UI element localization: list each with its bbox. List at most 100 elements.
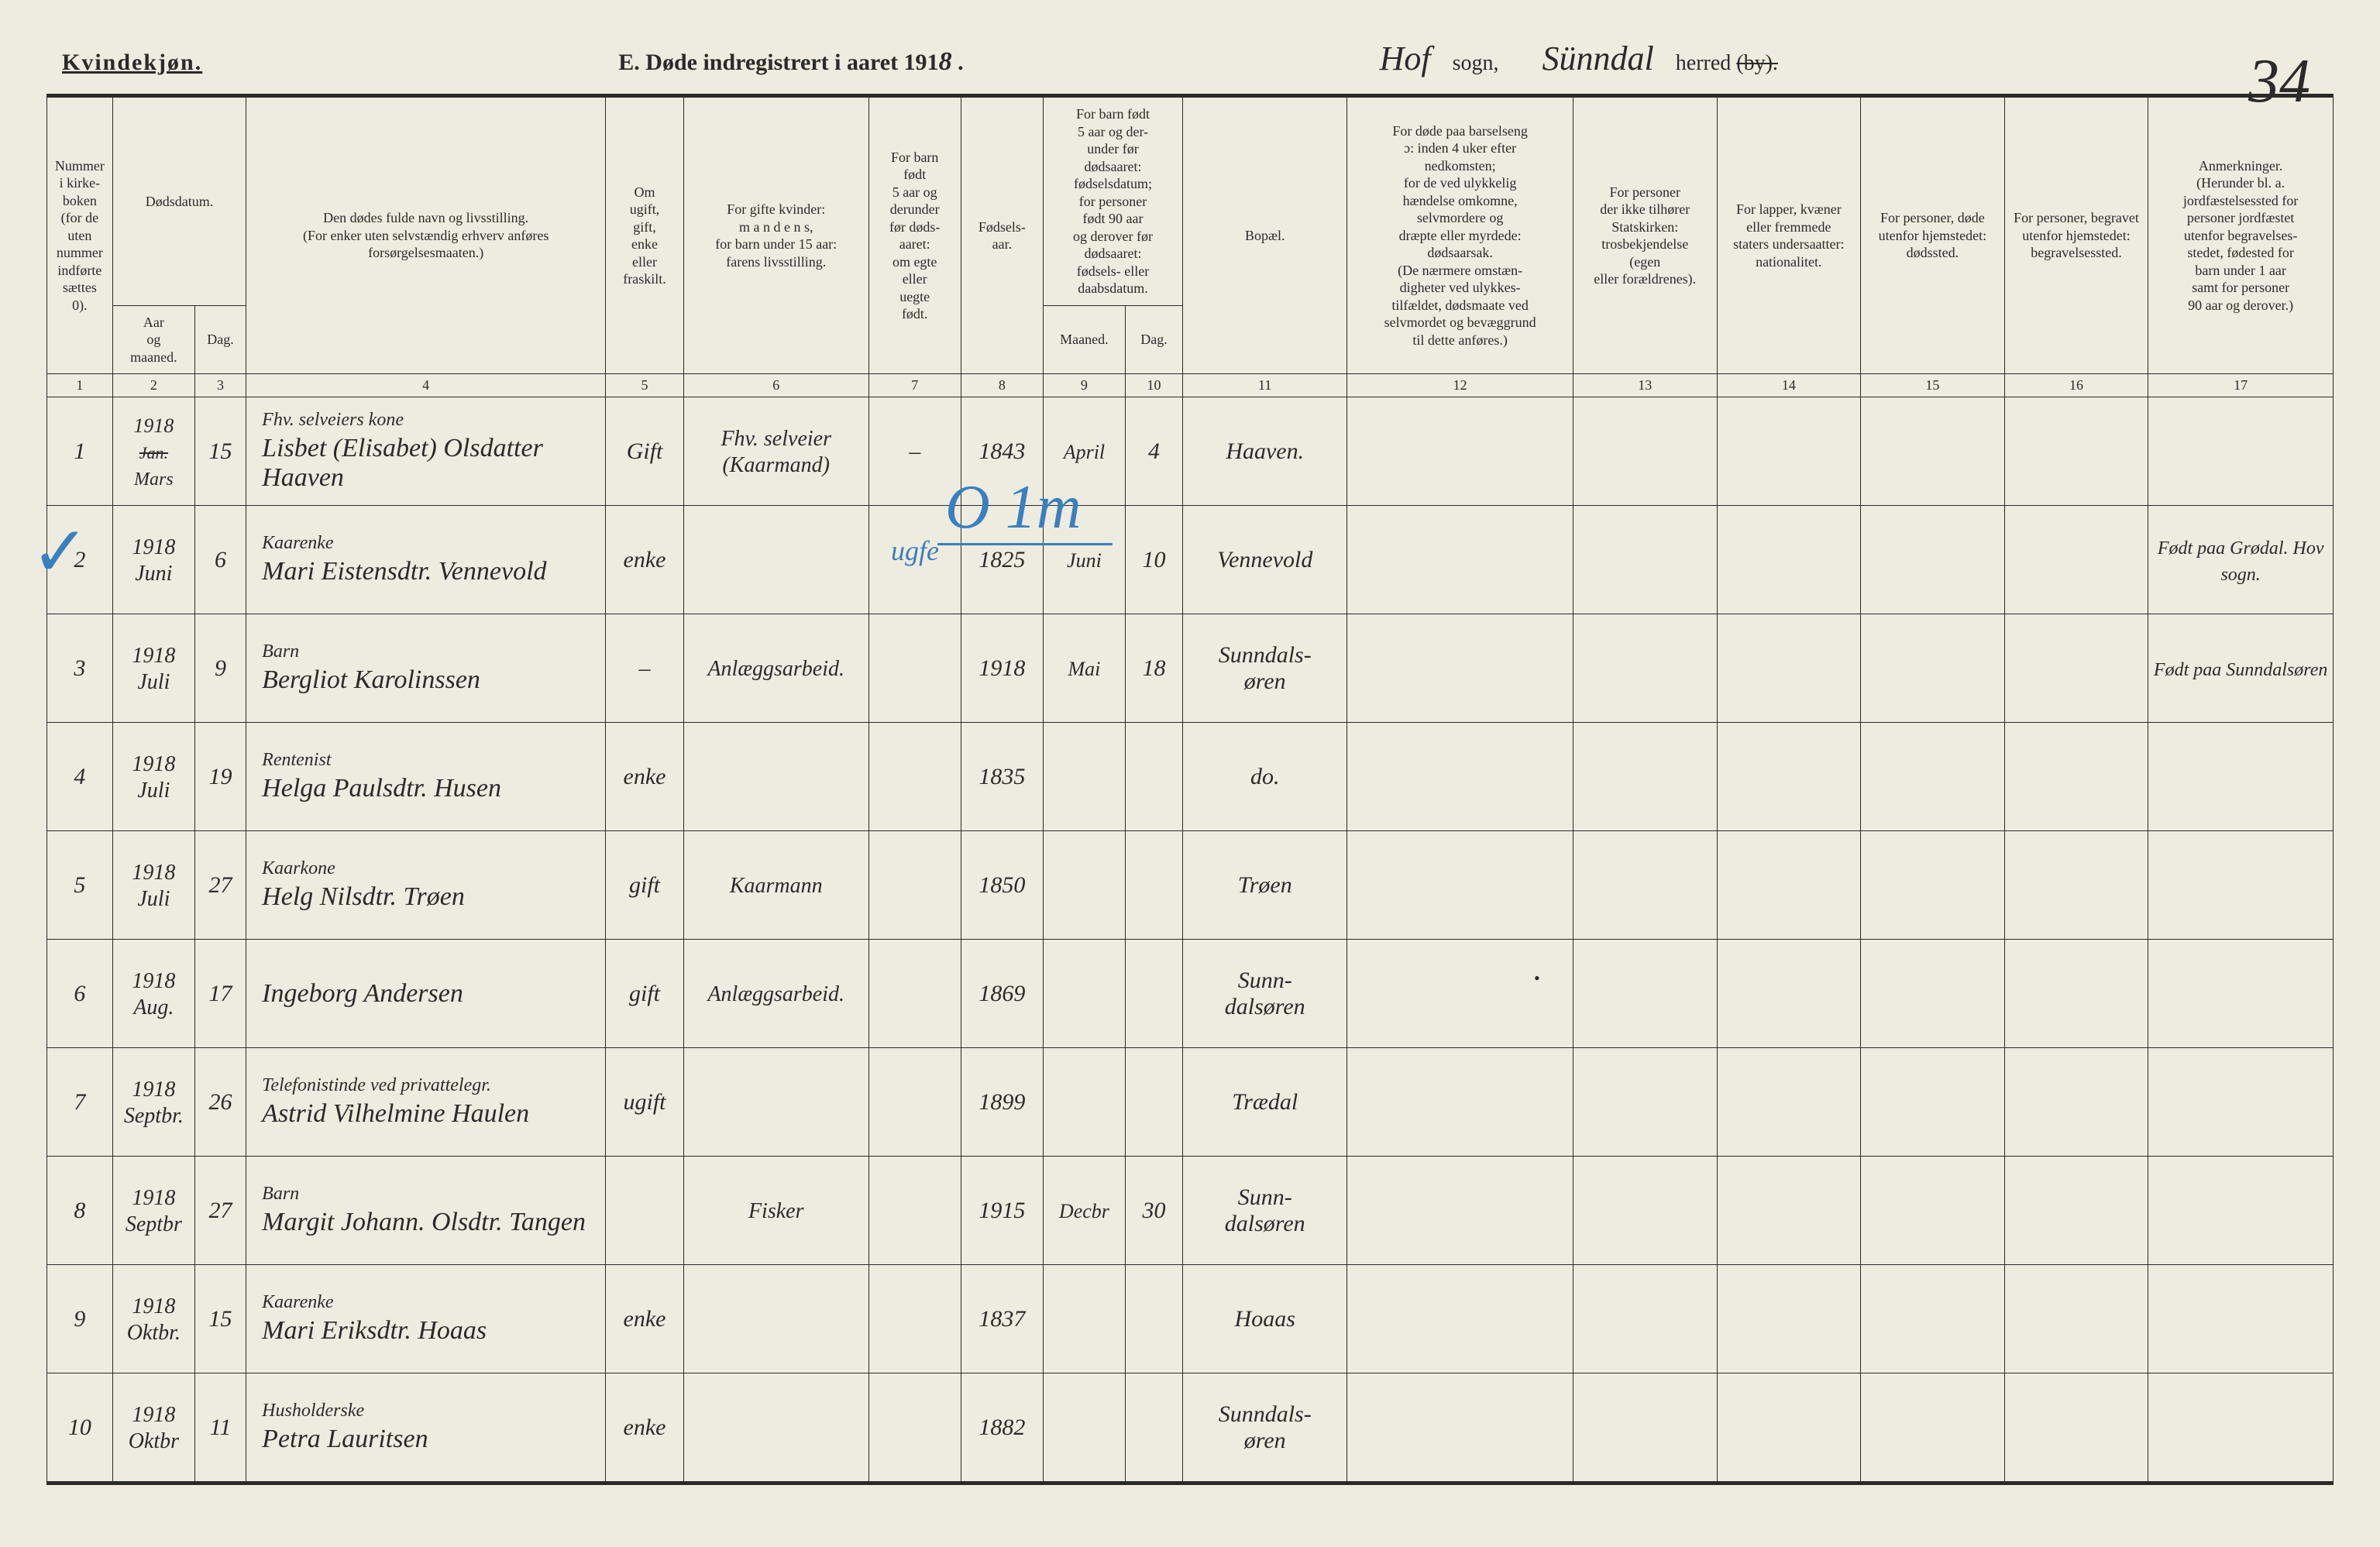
table-cell xyxy=(1573,1048,1717,1157)
table-cell xyxy=(1347,397,1573,506)
table-cell xyxy=(2004,723,2148,831)
colnum: 6 xyxy=(683,374,868,397)
table-cell: 4 xyxy=(1125,397,1182,506)
table-cell xyxy=(2148,831,2334,940)
table-cell xyxy=(1861,1157,2005,1265)
table-cell: BarnMargit Johann. Olsdtr. Tangen xyxy=(246,1157,606,1265)
table-cell: Telefonistinde ved privattelegr.Astrid V… xyxy=(246,1048,606,1157)
table-cell: 11 xyxy=(194,1373,246,1482)
table-cell xyxy=(1861,831,2005,940)
table-cell: 1918 Juni xyxy=(112,506,194,614)
table-cell: Anlæggsarbeid. xyxy=(683,614,868,723)
table-cell xyxy=(1861,1373,2005,1482)
gender-heading: Kvindekjøn. xyxy=(62,50,202,76)
table-cell: 1837 xyxy=(961,1265,1043,1373)
col-5-head: Omugift,gift,enkeellerfraskilt. xyxy=(606,98,684,374)
table-cell xyxy=(868,1373,961,1482)
colnum: 8 xyxy=(961,374,1043,397)
table-cell: 1 xyxy=(47,397,113,506)
colnum: 11 xyxy=(1183,374,1347,397)
table-cell xyxy=(2004,1048,2148,1157)
table-cell xyxy=(1573,1157,1717,1265)
table-cell: Sunn- dalsøren xyxy=(1183,940,1347,1048)
table-cell xyxy=(1043,1373,1125,1482)
table-cell: 9 xyxy=(194,614,246,723)
table-cell: Sunndals- øren xyxy=(1183,614,1347,723)
col-2a-head: Aarogmaaned. xyxy=(112,305,194,374)
table-cell xyxy=(1573,831,1717,940)
table-cell: 19 xyxy=(194,723,246,831)
table-cell xyxy=(1861,1048,2005,1157)
table-cell xyxy=(1573,1373,1717,1482)
table-cell xyxy=(868,614,961,723)
table-cell: 1918 Oktbr xyxy=(112,1373,194,1482)
parish-block: Hof sogn, Sünndal herred (by). xyxy=(1380,39,1778,78)
table-cell: 1918 Aug. xyxy=(112,940,194,1048)
table-cell: KaarenkeMari Eriksdtr. Hoaas xyxy=(246,1265,606,1373)
table-cell: HusholderskePetra Lauritsen xyxy=(246,1373,606,1482)
table-cell: 1850 xyxy=(961,831,1043,940)
table-cell xyxy=(2004,614,2148,723)
table-row: 21918 Juni6KaarenkeMari Eistensdtr. Venn… xyxy=(47,506,2334,614)
table-cell xyxy=(1347,831,1573,940)
table-cell xyxy=(683,1048,868,1157)
table-cell xyxy=(1125,940,1182,1048)
sogn-value: Hof xyxy=(1380,40,1431,77)
colnum: 10 xyxy=(1125,374,1182,397)
table-cell: 4 xyxy=(47,723,113,831)
title-suffix: . xyxy=(952,50,964,75)
table-cell xyxy=(2004,1157,2148,1265)
table-cell: 1882 xyxy=(961,1373,1043,1482)
colnum: 14 xyxy=(1717,374,1861,397)
table-cell xyxy=(1573,1265,1717,1373)
table-cell xyxy=(1347,1265,1573,1373)
table-cell xyxy=(1861,614,2005,723)
stray-mark: • xyxy=(1534,968,1540,988)
table-cell: Fhv. selveiers koneLisbet (Elisabet) Ols… xyxy=(246,397,606,506)
col-9-top: For barn født5 aar og der-under førdødsa… xyxy=(1043,98,1182,306)
table-cell: Sunn- dalsøren xyxy=(1183,1157,1347,1265)
table-cell: 3 xyxy=(47,614,113,723)
page-number: 34 xyxy=(2248,46,2310,117)
colnum: 1 xyxy=(47,374,113,397)
table-row: 41918 Juli19RentenistHelga Paulsdtr. Hus… xyxy=(47,723,2334,831)
col-13-head: For personerder ikke tilhørerStatskirken… xyxy=(1573,98,1717,374)
blue-checkmark-icon: ✓ xyxy=(31,511,89,593)
table-row: 31918 Juli9BarnBergliot Karolinssen–Anlæ… xyxy=(47,614,2334,723)
title-year: 8 xyxy=(939,47,952,76)
register-page: Kvindekjøn. E. Døde indregistrert i aare… xyxy=(0,0,2380,1547)
colnum: 7 xyxy=(868,374,961,397)
table-cell xyxy=(2004,1373,2148,1482)
table-cell xyxy=(2148,1157,2334,1265)
table-row: 51918 Juli27KaarkoneHelg Nilsdtr. Trøeng… xyxy=(47,831,2334,940)
table-cell xyxy=(1043,723,1125,831)
table-cell xyxy=(1861,723,2005,831)
table-cell: gift xyxy=(606,831,684,940)
table-cell: Trædal xyxy=(1183,1048,1347,1157)
sogn-label: sogn, xyxy=(1453,51,1499,75)
table-cell xyxy=(1717,940,1861,1048)
table-cell: Decbr xyxy=(1043,1157,1125,1265)
blue-annotation: O 1m xyxy=(937,473,1113,545)
col-9a-head: Maaned. xyxy=(1043,305,1125,374)
table-cell: Haaven. xyxy=(1183,397,1347,506)
table-row: 61918 Aug.17Ingeborg AndersengiftAnlæggs… xyxy=(47,940,2334,1048)
table-cell: KaarkoneHelg Nilsdtr. Trøen xyxy=(246,831,606,940)
table-cell: 1918 Juli xyxy=(112,723,194,831)
table-cell: – xyxy=(606,614,684,723)
table-cell xyxy=(1861,506,2005,614)
table-cell: ugift xyxy=(606,1048,684,1157)
col-6-head: For gifte kvinder:m a n d e n s,for barn… xyxy=(683,98,868,374)
table-cell xyxy=(1043,1048,1125,1157)
table-cell: 1918 Septbr xyxy=(112,1157,194,1265)
colnum: 16 xyxy=(2004,374,2148,397)
herred-struck: (by). xyxy=(1736,51,1778,75)
col-2b-head: Dag. xyxy=(194,305,246,374)
table-cell xyxy=(1573,940,1717,1048)
col-15-head: For personer, dødeutenfor hjemstedet:død… xyxy=(1861,98,2005,374)
colnum: 4 xyxy=(246,374,606,397)
table-cell xyxy=(1573,723,1717,831)
table-cell: 15 xyxy=(194,397,246,506)
table-cell: Ingeborg Andersen xyxy=(246,940,606,1048)
herred-label: herred xyxy=(1676,51,1732,75)
